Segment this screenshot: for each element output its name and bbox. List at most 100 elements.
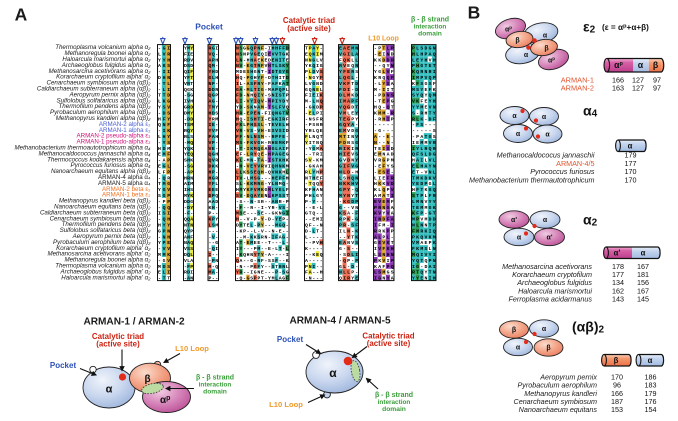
svg-text:β: β — [512, 327, 517, 334]
svg-text:Methanoregula boonei alpha α₂: Methanoregula boonei alpha α₂ — [64, 257, 151, 264]
svg-text:-AP: -AP — [184, 169, 193, 175]
svg-text:AMATI: AMATI — [374, 193, 394, 199]
svg-text:-DY: -DY — [184, 205, 193, 211]
svg-text:-IK: -IK — [158, 128, 170, 134]
svg-text:interaction: interaction — [199, 382, 232, 389]
svg-text:179: 179 — [645, 389, 657, 398]
svg-text:HQ-PGHYF-DTHITD: HQ-PGHYF-DTHITD — [236, 75, 289, 81]
svg-text:-----: ----- — [374, 123, 394, 128]
svg-text:PHGTET: PHGTET — [412, 63, 436, 69]
svg-text:--TRI: --TRI — [305, 152, 323, 158]
svg-text:α: α — [543, 217, 548, 224]
svg-text:GA-MLTIG-MAPQPL: GA-MLTIG-MAPQPL — [236, 87, 289, 93]
svg-text:TPAY-: TPAY- — [305, 45, 323, 51]
svg-text:179: 179 — [625, 151, 637, 160]
svg-text:IY---PM--E-LT-L: IY---PM--E-LT-L — [236, 246, 289, 252]
svg-text:--EMI: --EMI — [305, 217, 323, 223]
svg-text:FKMSLN: FKMSLN — [412, 246, 436, 252]
svg-text:QQA: QQA — [184, 217, 193, 223]
svg-text:QF--N: QF--N — [305, 222, 323, 228]
svg-text:PLDVS: PLDVS — [305, 69, 323, 75]
svg-text:β: β — [614, 356, 619, 365]
svg-text:YKQIG: YKQIG — [305, 63, 323, 69]
svg-text:α: α — [543, 33, 548, 40]
svg-text:NLLP-: NLLP- — [339, 270, 358, 276]
svg-text:Methanosarcina acetivorans: Methanosarcina acetivorans — [502, 262, 592, 271]
svg-text:α: α — [641, 248, 646, 257]
svg-text:Nanoarchaeum equitans: Nanoarchaeum equitans — [519, 405, 598, 414]
svg-text:RQY: RQY — [184, 128, 193, 134]
svg-text:IG-DAI: IG-DAI — [412, 264, 436, 270]
svg-text:-Q-GSPPT-YMLAGF: -Q-GSPPT-YMLAGF — [236, 276, 289, 282]
svg-text:YFERS: YFERS — [339, 69, 358, 75]
svg-text:LN-HHAEKEDENITE: LN-HHAEKEDENITE — [236, 57, 289, 63]
svg-text:LI-VYIQV-MPIYDY: LI-VYIQV-MPIYDY — [236, 99, 289, 105]
svg-text:P-Y--: P-Y-- — [305, 199, 323, 205]
svg-text:VMLEY: VMLEY — [339, 110, 358, 116]
svg-text:-H-VEYVRVIQHNKM: -H-VEYVRVIQHNKM — [236, 163, 289, 169]
svg-text:-F--R--I-YR-VS-: -F--R--I-YR-VS- — [236, 205, 289, 211]
svg-text:SYQYQM: SYQYQM — [412, 93, 436, 99]
svg-text:-TT: -TT — [158, 276, 170, 282]
svg-text:PRNGA: PRNGA — [374, 205, 394, 211]
svg-text:Methanosarcina acetivorans alp: Methanosarcina acetivorans alpha' α₂ — [47, 251, 151, 258]
svg-text:TSM: TSM — [184, 122, 193, 128]
svg-text:α': α' — [511, 217, 517, 224]
svg-text:HAILVL: HAILVL — [412, 158, 436, 164]
svg-text:RGI: RGI — [209, 45, 219, 51]
svg-text:--G: --G — [209, 240, 219, 246]
svg-text:163: 163 — [612, 84, 624, 93]
svg-text:D-LT-: D-LT- — [305, 228, 323, 234]
svg-text:-N---: -N--- — [305, 276, 323, 282]
svg-text:-QP-P: -QP-P — [339, 258, 358, 264]
svg-text:HFTKGQ: HFTKGQ — [412, 187, 436, 193]
svg-text:G--VN: G--VN — [339, 205, 358, 211]
svg-text:GL-D-: GL-D- — [339, 264, 358, 270]
svg-text:MPVMDD: MPVMDD — [412, 217, 436, 223]
svg-text:AAD: AAD — [209, 199, 219, 205]
svg-text:-AN: -AN — [184, 276, 193, 282]
svg-text:AT-EMEE--T---L-: AT-EMEE--T---L- — [236, 240, 289, 246]
svg-text:LSHQN: LSHQN — [339, 175, 358, 181]
svg-text:MYK: MYK — [184, 193, 193, 199]
svg-text:Thermofilum pendens alpha (αβ): Thermofilum pendens alpha (αβ)₂ — [59, 103, 152, 110]
svg-text:ARMAN-2 beta ε₂: ARMAN-2 beta ε₂ — [102, 186, 151, 193]
svg-text:A--E-: A--E- — [374, 134, 394, 140]
svg-text:A----: A---- — [305, 258, 323, 264]
svg-text:Catalytic triad: Catalytic triad — [92, 332, 144, 341]
svg-text:YVF: YVF — [209, 128, 219, 134]
svg-text:Pyrobaculum aerophilum alpha (: Pyrobaculum aerophilum alpha (αβ)₂ — [50, 109, 151, 116]
svg-text:187: 187 — [611, 397, 623, 406]
svg-text:IMAPF: IMAPF — [339, 99, 358, 105]
svg-text:Korarchaeum cryptofilum alpha': Korarchaeum cryptofilum alpha' α₂ — [56, 74, 151, 81]
svg-text:-QR: -QR — [158, 175, 170, 181]
svg-text:β - β strand: β - β strand — [375, 392, 413, 399]
svg-text:TMY: TMY — [209, 104, 219, 110]
svg-text:EANVS: EANVS — [339, 240, 358, 246]
svg-text:AKS: AKS — [158, 63, 170, 69]
svg-text:162: 162 — [612, 286, 624, 295]
svg-text:97: 97 — [653, 76, 661, 85]
svg-text:RPK-G: RPK-G — [339, 217, 358, 223]
svg-text:HIEVS: HIEVS — [339, 152, 358, 158]
svg-text:DKK: DKK — [209, 163, 219, 169]
svg-text:127: 127 — [632, 76, 644, 85]
svg-text:SGP: SGP — [158, 193, 170, 199]
svg-text:L----: L---- — [305, 234, 323, 240]
svg-text:ALPL-: ALPL- — [374, 234, 394, 240]
svg-text:Aeropyrum pernix: Aeropyrum pernix — [539, 373, 597, 382]
svg-text:FIEIK: FIEIK — [305, 93, 323, 99]
svg-text:YFL: YFL — [209, 181, 219, 187]
svg-text:(ε = αp+α+β): (ε = αp+α+β) — [602, 23, 649, 32]
svg-text:166: 166 — [612, 76, 624, 85]
svg-text:-EFYS: -EFYS — [374, 163, 394, 169]
svg-text:TMG: TMG — [158, 181, 170, 187]
svg-text:ARMAN-1 beta ε₂: ARMAN-1 beta ε₂ — [102, 192, 151, 199]
svg-text:HR-EPEN-FIQNGTV: HR-EPEN-FIQNGTV — [236, 110, 289, 116]
svg-text:178: 178 — [612, 262, 624, 271]
svg-text:NTN: NTN — [184, 222, 193, 228]
svg-text:145: 145 — [637, 294, 649, 303]
svg-text:TV-LMSG---HEPFH: TV-LMSG---HEPFH — [236, 175, 289, 181]
svg-text:Archaeoglobus fulgidus alpha': Archaeoglobus fulgidus alpha' α₂ — [60, 268, 152, 275]
svg-text:Haloarcula marismortui: Haloarcula marismortui — [518, 286, 592, 295]
